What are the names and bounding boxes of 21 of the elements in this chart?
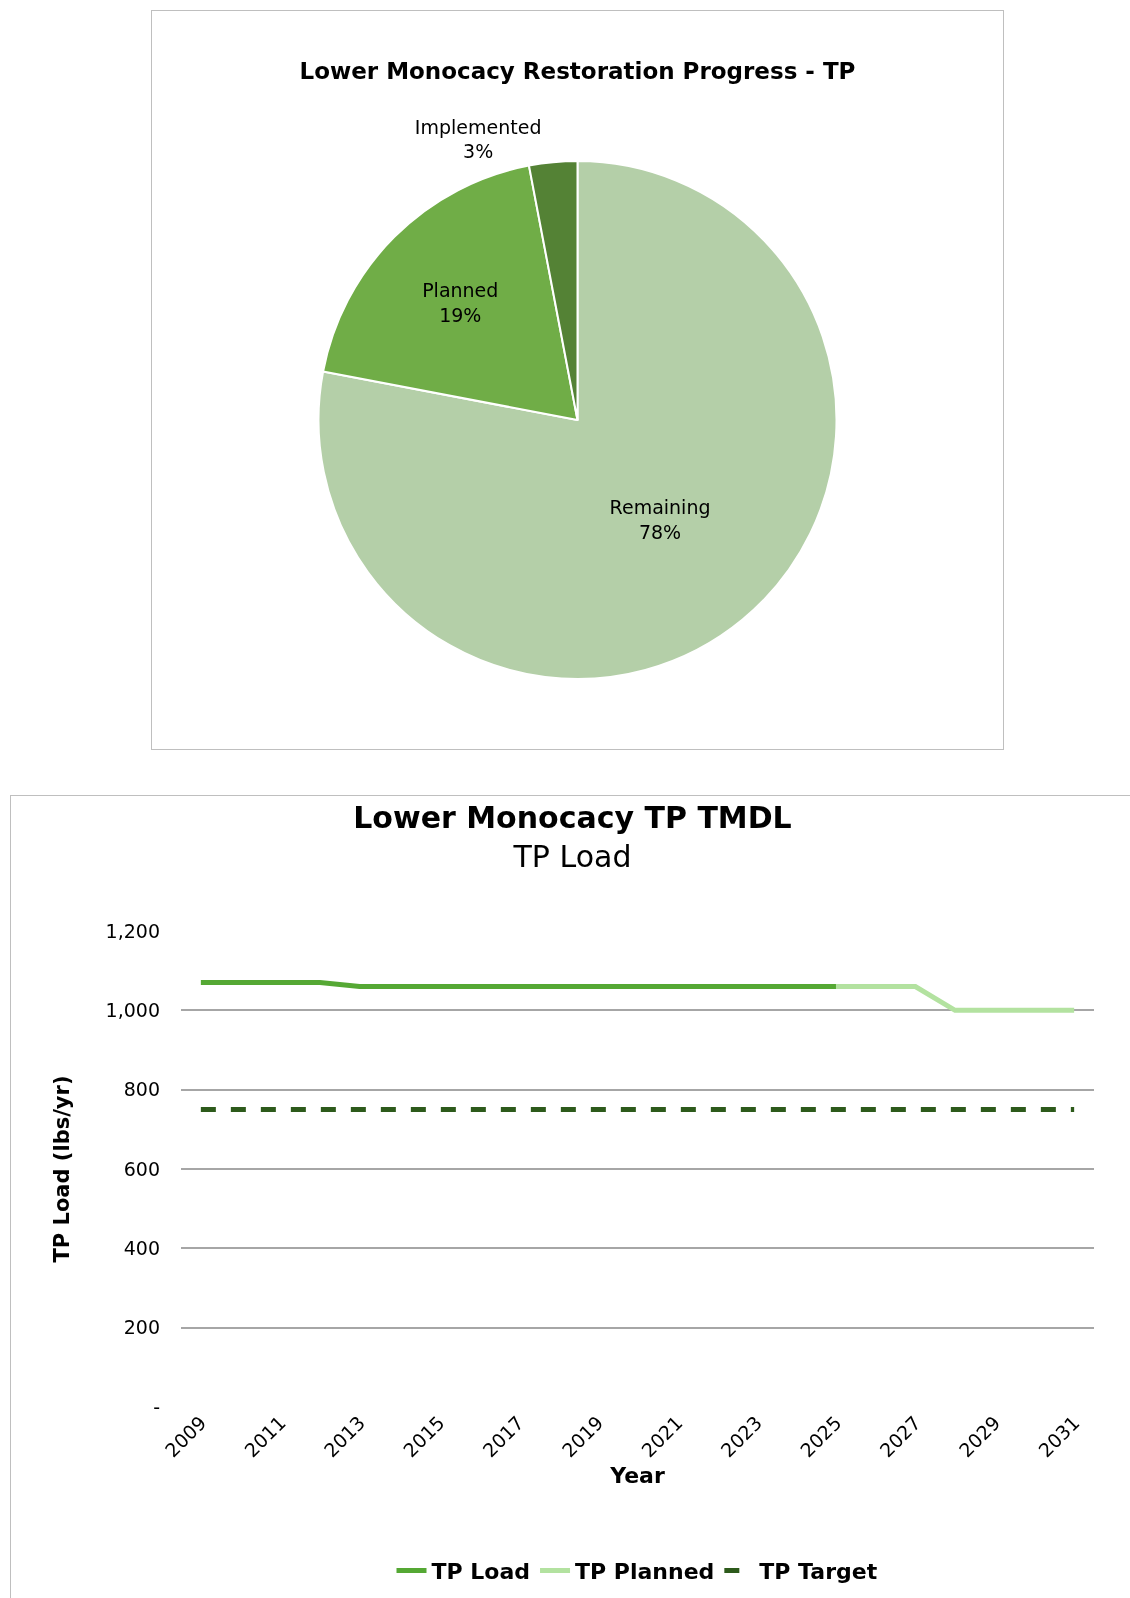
legend-label: TP Planned bbox=[575, 1559, 715, 1585]
y-tick-label: 600 bbox=[123, 1157, 160, 1180]
y-tick-label: 800 bbox=[123, 1078, 160, 1101]
data-label: 78% bbox=[638, 521, 682, 544]
y-tick-label: 200 bbox=[123, 1316, 160, 1339]
y-tick-label: 1,000 bbox=[105, 998, 160, 1021]
data-label: 19% bbox=[439, 304, 482, 327]
data-label: 3% bbox=[463, 140, 494, 163]
slice-label: Implemented bbox=[414, 115, 542, 138]
y-tick-label: 1,200 bbox=[105, 919, 160, 942]
legend-label: TP Load bbox=[431, 1559, 531, 1585]
y-tick-label: 400 bbox=[123, 1236, 160, 1259]
chart-title: Lower Monocacy Restoration Progress - TP bbox=[299, 57, 856, 84]
chart-title: Lower Monocacy TP TMDL bbox=[353, 800, 792, 836]
slice-label: Remaining bbox=[609, 496, 711, 519]
slice-label: Planned bbox=[422, 279, 499, 302]
y-axis-title: TP Load (lbs/yr) bbox=[49, 1075, 74, 1263]
y-tick-label: - bbox=[153, 1395, 160, 1418]
x-axis-title: Year bbox=[609, 1463, 665, 1489]
chart-subtitle: TP Load bbox=[512, 839, 632, 875]
legend-label: TP Target bbox=[759, 1559, 878, 1585]
